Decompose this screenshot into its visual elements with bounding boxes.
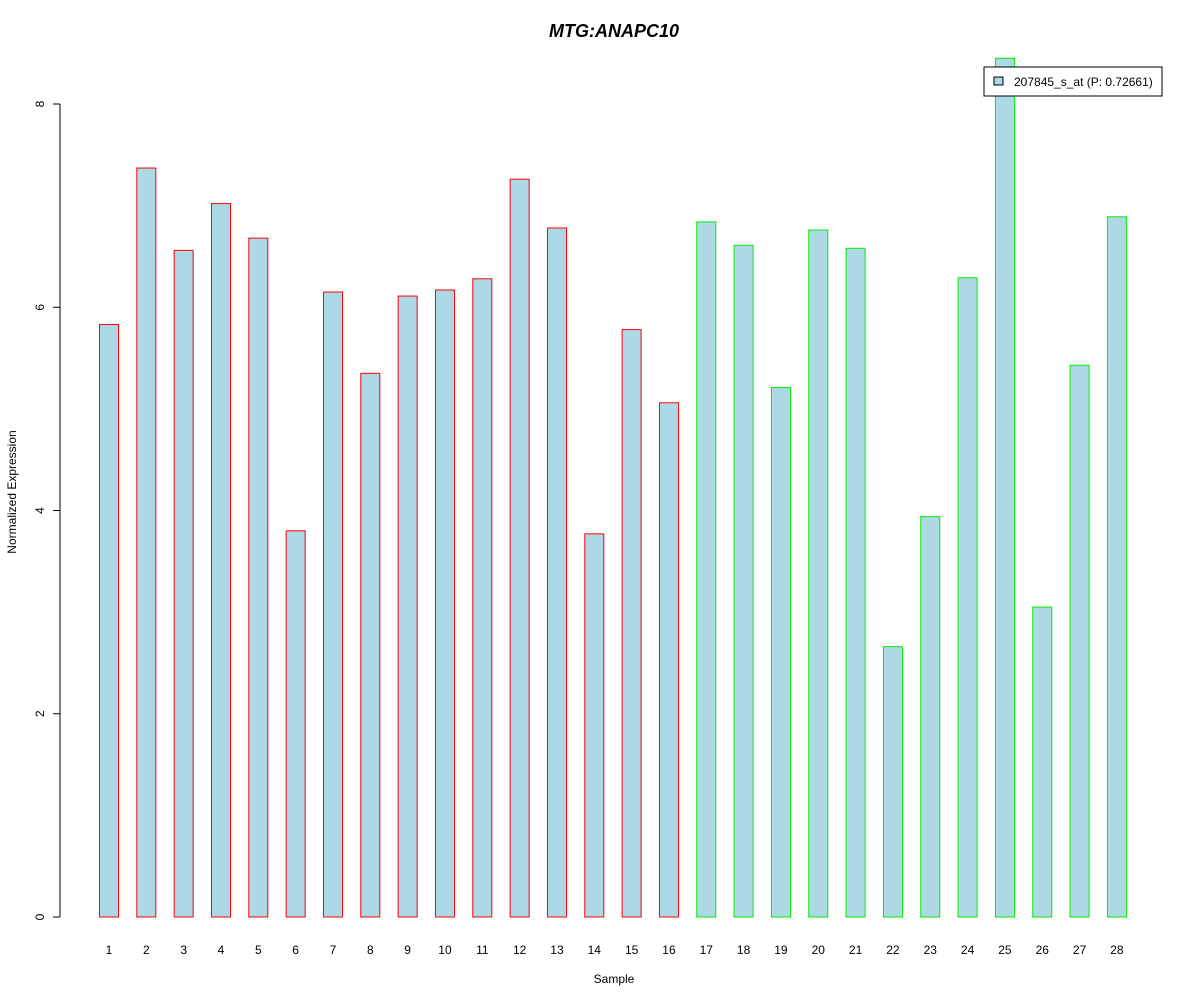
- legend-swatch: [993, 76, 1004, 86]
- bar-8: [360, 372, 381, 918]
- bar-3: [173, 249, 194, 918]
- x-tick-label-12: 12: [513, 943, 527, 957]
- bar-7: [322, 291, 343, 918]
- y-axis-label: Normalized Expression: [5, 430, 19, 553]
- x-tick-label-11: 11: [476, 943, 489, 957]
- legend: 207845_s_at (P: 0.72661): [983, 66, 1163, 97]
- x-tick-label-23: 23: [924, 943, 938, 957]
- y-tick-label-0: 0: [33, 913, 47, 920]
- bar-16: [658, 402, 679, 918]
- bar-18: [733, 244, 754, 918]
- bar-17: [696, 221, 717, 918]
- x-tick-label-18: 18: [737, 943, 751, 957]
- bar-4: [210, 203, 231, 918]
- bar-24: [957, 277, 978, 918]
- y-tick-label-2: 4: [33, 507, 47, 514]
- x-tick-label-3: 3: [180, 943, 187, 957]
- x-tick-label-10: 10: [438, 943, 452, 957]
- y-axis: 0 2 4 6 8: [33, 100, 61, 920]
- x-tick-label-16: 16: [662, 943, 676, 957]
- x-tick-label-22: 22: [886, 943, 900, 957]
- bar-28: [1106, 216, 1127, 918]
- x-tick-label-21: 21: [849, 943, 863, 957]
- bar-12: [509, 178, 530, 918]
- x-tick-label-5: 5: [255, 943, 262, 957]
- x-tick-label-14: 14: [588, 943, 602, 957]
- bar-6: [285, 530, 306, 918]
- bar-27: [1069, 364, 1090, 918]
- x-tick-label-8: 8: [367, 943, 374, 957]
- x-tick-label-17: 17: [700, 943, 714, 957]
- x-tick-label-26: 26: [1036, 943, 1050, 957]
- bar-19: [770, 387, 791, 918]
- chart-title: MTG:ANAPC10: [549, 21, 679, 41]
- bar-9: [397, 295, 418, 918]
- x-tick-label-27: 27: [1073, 943, 1087, 957]
- x-tick-label-6: 6: [292, 943, 299, 957]
- bar-1: [99, 324, 119, 918]
- bar-11: [472, 278, 493, 918]
- x-tick-label-13: 13: [550, 943, 564, 957]
- bar-23: [920, 516, 941, 918]
- y-tick-label-3: 6: [33, 304, 47, 311]
- x-tick-label-15: 15: [625, 943, 639, 957]
- bar-14: [584, 533, 605, 918]
- x-tick-label-19: 19: [774, 943, 788, 957]
- x-tick-label-28: 28: [1110, 943, 1124, 957]
- bar-5: [248, 237, 269, 918]
- bar-26: [1032, 606, 1053, 918]
- x-tick-label-9: 9: [404, 943, 411, 957]
- legend-label: 207845_s_at (P: 0.72661): [1014, 75, 1153, 89]
- bar-25: [994, 57, 1015, 918]
- x-tick-label-1: 1: [106, 943, 113, 957]
- bars-group: [99, 57, 1127, 918]
- y-tick-label-4: 8: [33, 100, 47, 107]
- bar-21: [845, 247, 866, 918]
- x-tick-label-2: 2: [143, 943, 150, 957]
- legend-box: [983, 66, 1163, 97]
- x-axis: 1 2 3 4 5 6 7 8 9 10 11 12 13 14 15 16 17 18 19 20 21 22 23 24 2…: [106, 943, 1124, 957]
- x-tick-label-24: 24: [961, 943, 975, 957]
- x-tick-label-7: 7: [330, 943, 337, 957]
- x-axis-label: Sample: [594, 972, 635, 986]
- x-tick-label-4: 4: [218, 943, 225, 957]
- bar-22: [882, 646, 903, 918]
- y-tick-label-1: 2: [33, 710, 47, 717]
- bar-15: [621, 329, 642, 918]
- bar-2: [136, 167, 157, 918]
- x-tick-label-20: 20: [812, 943, 826, 957]
- bar-10: [434, 289, 455, 918]
- x-tick-label-25: 25: [998, 943, 1012, 957]
- bar-13: [546, 227, 567, 918]
- bar-20: [808, 229, 829, 918]
